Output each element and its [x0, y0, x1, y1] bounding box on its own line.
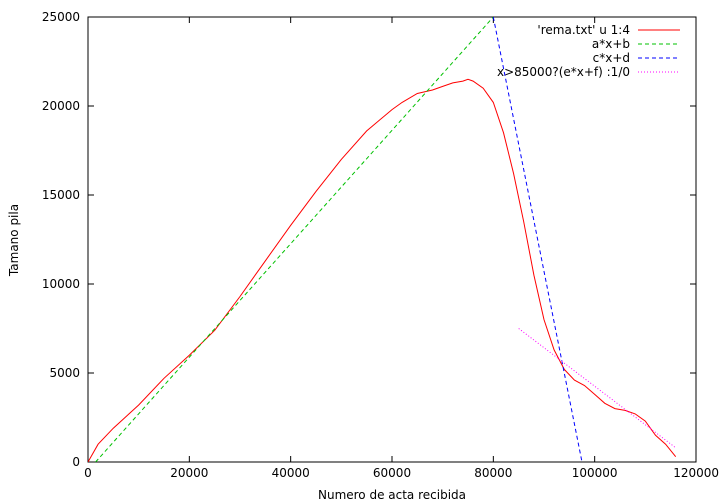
x-tick-label: 60000: [373, 466, 411, 480]
legend-label-4: x>85000?(e*x+f) :1/0: [497, 65, 630, 79]
y-tick-label: 5000: [49, 366, 80, 380]
series-layer: [88, 17, 677, 462]
y-tick-label: 25000: [42, 10, 80, 24]
plot-border: [87, 16, 697, 463]
legend: 'rema.txt' u 1:4a*x+bc*x+dx>85000?(e*x+f…: [497, 23, 680, 79]
x-tick-label: 80000: [474, 466, 512, 480]
legend-label-1: 'rema.txt' u 1:4: [537, 23, 630, 37]
y-tick-label: 20000: [42, 99, 80, 113]
plot-area-frame: [87, 16, 697, 463]
series-line-3: [492, 17, 583, 462]
y-tick-label: 0: [72, 455, 80, 469]
axis-ticks: 0 20000 40000 60000 80000 100000 120000 0 5000 10…: [42, 10, 719, 480]
x-tick-label: 20000: [170, 466, 208, 480]
legend-label-3: c*x+d: [593, 51, 630, 65]
legend-label-2: a*x+b: [592, 37, 630, 51]
x-axis-label: Numero de acta recibida: [318, 488, 466, 502]
x-tick-label: 100000: [572, 466, 618, 480]
y-axis-label: Tamano pila: [7, 204, 21, 277]
series-line-1: [88, 78, 677, 462]
y-tick-label: 10000: [42, 277, 80, 291]
series-line-2: [95, 17, 494, 462]
x-tick-label: 40000: [272, 466, 310, 480]
y-tick-label: 15000: [42, 188, 80, 202]
x-tick-label: 120000: [673, 466, 719, 480]
x-tick-label: 0: [84, 466, 92, 480]
